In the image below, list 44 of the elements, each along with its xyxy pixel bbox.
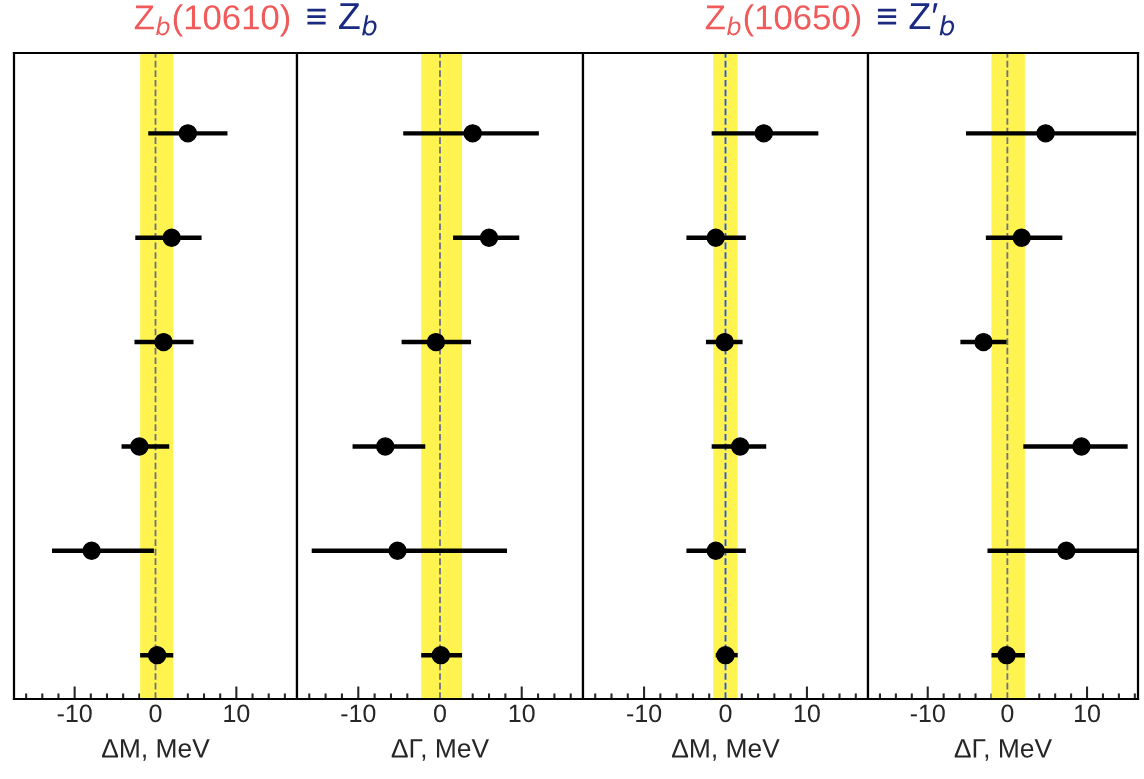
chart-title: Z$_{b}$(10610)	[134, 4, 290, 37]
point	[730, 437, 750, 456]
x-tick-label: 10	[1075, 704, 1100, 723]
x-axis-title: ΔΓ, MeV	[954, 739, 1052, 761]
x-tick-label: -10	[57, 704, 92, 723]
x-tick-label: 0	[434, 704, 446, 723]
point	[716, 645, 735, 665]
point	[162, 228, 181, 247]
point	[376, 437, 395, 456]
x-tick-label: -10	[627, 704, 662, 723]
x-axis-title: ΔM, MeV	[102, 739, 210, 761]
x-tick-label: 10	[509, 704, 535, 723]
point	[754, 124, 773, 143]
x-axis-title: ΔM, MeV	[672, 739, 780, 761]
chart-title: ≡ Z′$_{b}$	[877, 3, 955, 36]
point	[178, 124, 198, 143]
point	[426, 332, 446, 352]
point	[130, 437, 149, 456]
point	[479, 228, 499, 247]
point	[706, 228, 725, 247]
point	[1072, 437, 1091, 456]
x-tick-label: -10	[341, 704, 376, 723]
point	[154, 332, 173, 352]
point	[82, 541, 101, 560]
point	[974, 332, 993, 352]
point	[1012, 228, 1031, 247]
chart-title: ≡ Z$_{b}$	[307, 3, 377, 36]
x-tick-label: 10	[224, 704, 250, 723]
x-tick-label: 0	[719, 704, 732, 723]
point	[388, 541, 407, 560]
point	[1036, 124, 1055, 143]
x-axis-title: ΔΓ, MeV	[391, 739, 489, 761]
point	[997, 645, 1016, 665]
point	[431, 645, 450, 665]
x-tick-label: -10	[910, 704, 945, 723]
point	[715, 332, 734, 352]
point	[706, 541, 725, 560]
point	[147, 645, 167, 665]
point	[1057, 541, 1076, 560]
x-tick-label: 10	[794, 704, 820, 723]
point	[463, 124, 482, 143]
x-tick-label: 0	[149, 704, 162, 723]
x-tick-label: 0	[1001, 704, 1014, 723]
chart-title: Z$_{b}$(10650)	[705, 4, 861, 37]
